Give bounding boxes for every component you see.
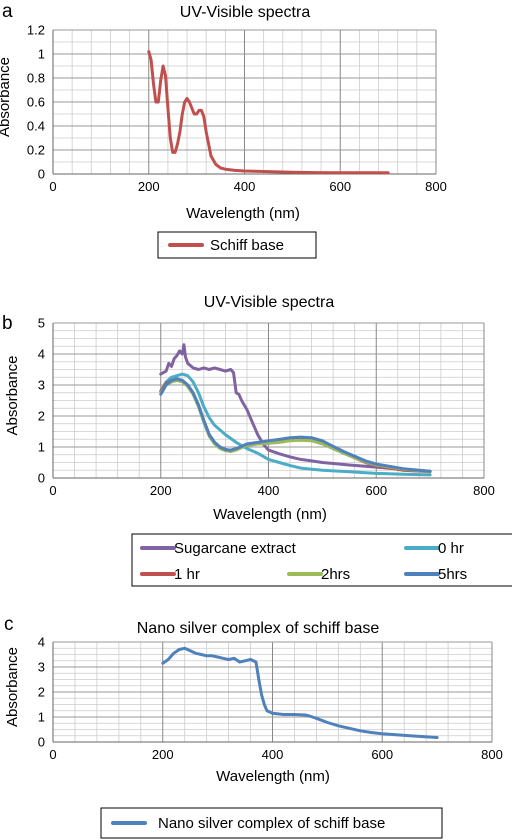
y-tick-label: 4 — [38, 347, 45, 362]
grid — [53, 641, 493, 742]
x-axis-label: Wavelength (nm) — [186, 205, 300, 222]
legend-box — [100, 807, 443, 839]
y-tick-label: 0.2 — [27, 143, 45, 158]
chart-title: Nano silver complex of schiff base — [137, 620, 380, 637]
legend-label: 5hrs — [438, 566, 467, 583]
legend-label: Sugarcane extract — [174, 540, 297, 557]
y-tick-label: 0.4 — [27, 119, 45, 134]
y-tick-label: 1 — [38, 47, 45, 62]
panel-c: c Nano silver complex of schiff base 0 200 4… — [4, 614, 503, 839]
y-tick-label: 2 — [38, 685, 45, 700]
panel-letter: b — [2, 313, 13, 334]
panel-a: a UV-Visible spectra 0 200 400 600 800 0 0.2 0.4 0… — [0, 1, 447, 259]
x-tick-label: 0 — [49, 179, 56, 194]
grid — [53, 29, 437, 174]
legend-box — [131, 533, 512, 587]
chart-title: UV-Visible spectra — [204, 294, 335, 311]
legend-label: Schiff base — [210, 237, 284, 254]
y-tick-label: 0 — [38, 167, 45, 182]
y-tick-label: 0 — [38, 471, 45, 486]
legend-label: 1 hr — [174, 566, 200, 583]
y-tick-label: 0 — [38, 735, 45, 750]
panel-b: b UV-Visible spectra 0 200 400 600 800 0 1 2 3 4 5 Wa… — [2, 294, 512, 587]
x-tick-label: 200 — [150, 483, 172, 498]
series-line-0-hr — [159, 372, 432, 477]
x-tick-label: 600 — [365, 483, 387, 498]
grid — [53, 322, 485, 478]
y-tick-label: 5 — [38, 316, 45, 331]
x-tick-label: 600 — [371, 747, 393, 762]
x-tick-label: 800 — [473, 483, 495, 498]
legend: Nano silver complex of schiff base — [100, 807, 443, 839]
series-line-5hrs — [159, 377, 432, 473]
x-tick-label: 800 — [481, 747, 503, 762]
series-line-sugarcane-extract — [159, 343, 432, 473]
x-tick-label: 0 — [49, 483, 56, 498]
y-axis-label: Absorbance — [0, 57, 13, 137]
x-axis-label: Wavelength (nm) — [216, 768, 330, 785]
y-tick-label: 1.2 — [27, 23, 45, 38]
x-tick-label: 400 — [258, 483, 280, 498]
legend-label: 2hrs — [321, 566, 350, 583]
panel-letter: c — [4, 614, 14, 635]
panel-letter: a — [2, 1, 13, 22]
legend-label: Nano silver complex of schiff base — [158, 815, 385, 832]
x-tick-label: 200 — [152, 747, 174, 762]
chart-title: UV-Visible spectra — [180, 4, 311, 21]
legend: Schiff base — [157, 231, 317, 259]
y-tick-label: 1 — [38, 440, 45, 455]
legend: Sugarcane extract 0 hr 1 hr 2hrs 5hrs — [131, 533, 512, 587]
y-tick-label: 3 — [38, 378, 45, 393]
y-tick-label: 0.6 — [27, 95, 45, 110]
series-line-schiff-base — [147, 50, 390, 175]
y-axis-label: Absorbance — [4, 647, 21, 727]
x-tick-label: 800 — [425, 179, 447, 194]
x-tick-label: 400 — [234, 179, 256, 194]
y-tick-label: 4 — [38, 635, 45, 650]
x-axis-label: Wavelength (nm) — [213, 506, 327, 523]
series-line-nano-silver-complex-of-schiff-base — [161, 646, 439, 739]
y-tick-label: 3 — [38, 660, 45, 675]
x-tick-label: 200 — [138, 179, 160, 194]
x-tick-label: 400 — [262, 747, 284, 762]
y-tick-label: 0.8 — [27, 71, 45, 86]
y-tick-label: 1 — [38, 710, 45, 725]
y-tick-label: 2 — [38, 409, 45, 424]
legend-label: 0 hr — [438, 540, 464, 557]
y-axis-label: Absorbance — [4, 355, 21, 435]
x-tick-label: 0 — [49, 747, 56, 762]
x-tick-label: 600 — [329, 179, 351, 194]
